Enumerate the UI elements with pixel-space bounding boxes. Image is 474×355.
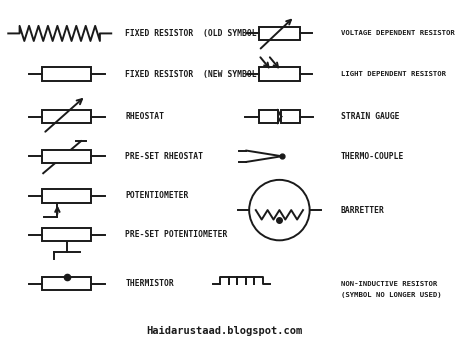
Text: (SYMBOL NO LONGER USED): (SYMBOL NO LONGER USED) xyxy=(341,292,441,298)
Bar xyxy=(281,110,300,123)
Text: VOLTAGE DEPENDENT RESISTOR: VOLTAGE DEPENDENT RESISTOR xyxy=(341,31,455,37)
Text: RHEOSTAT: RHEOSTAT xyxy=(126,112,164,121)
Bar xyxy=(42,149,91,163)
Text: THERMISTOR: THERMISTOR xyxy=(126,279,174,288)
Bar xyxy=(42,67,91,81)
Text: PRE-SET POTENTIOMETER: PRE-SET POTENTIOMETER xyxy=(126,230,228,239)
Text: FIXED RESISTOR  (OLD SYMBOL): FIXED RESISTOR (OLD SYMBOL) xyxy=(126,29,262,38)
Text: NON-INDUCTIVE RESISTOR: NON-INDUCTIVE RESISTOR xyxy=(341,281,437,287)
Bar xyxy=(42,110,91,123)
Text: THERMO-COUPLE: THERMO-COUPLE xyxy=(341,152,404,161)
Text: POTENTIOMETER: POTENTIOMETER xyxy=(126,191,189,201)
Bar xyxy=(259,67,300,81)
Bar xyxy=(42,228,91,241)
Bar xyxy=(259,27,300,40)
Text: Haidarustaad.blogspot.com: Haidarustaad.blogspot.com xyxy=(146,326,303,336)
Text: FIXED RESISTOR  (NEW SYMBOL): FIXED RESISTOR (NEW SYMBOL) xyxy=(126,70,262,78)
Bar xyxy=(42,189,91,203)
Text: LIGHT DEPENDENT RESISTOR: LIGHT DEPENDENT RESISTOR xyxy=(341,71,446,77)
Text: PRE-SET RHEOSTAT: PRE-SET RHEOSTAT xyxy=(126,152,203,161)
Bar xyxy=(42,277,91,290)
Text: STRAIN GAUGE: STRAIN GAUGE xyxy=(341,112,399,121)
Text: BARRETTER: BARRETTER xyxy=(341,206,385,214)
Circle shape xyxy=(249,180,310,240)
Bar xyxy=(259,110,277,123)
